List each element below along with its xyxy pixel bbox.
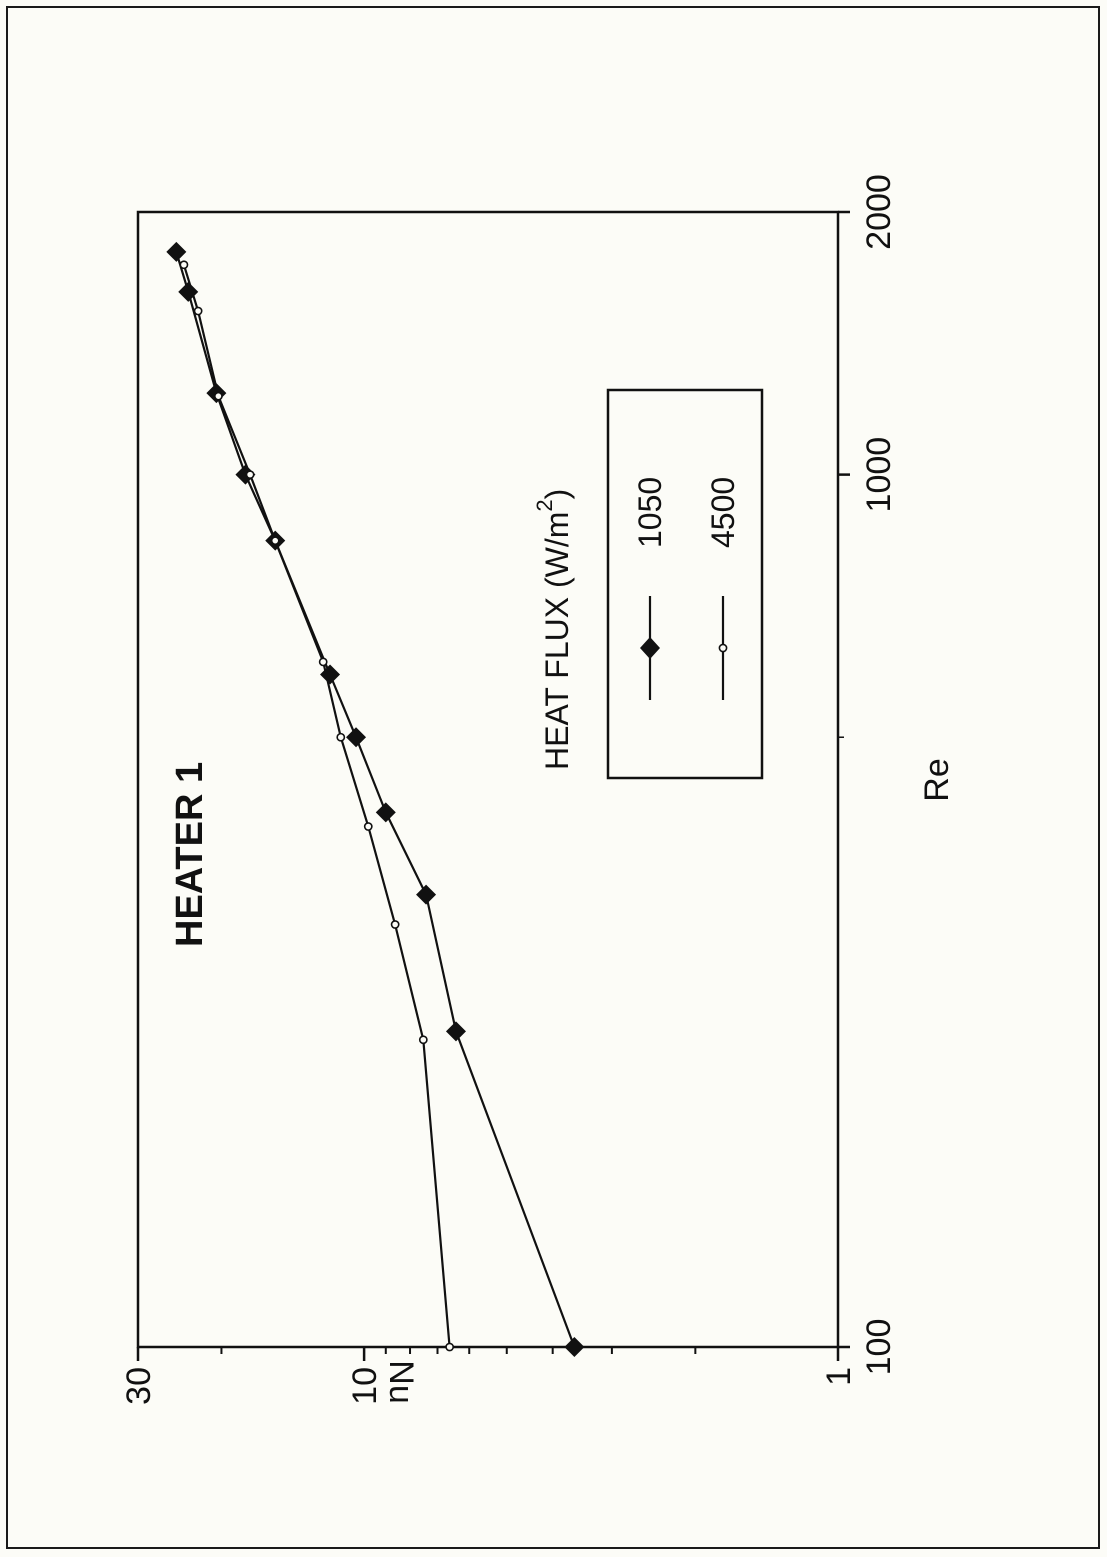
point-4500 [363, 822, 373, 831]
legend-entry-1050: 1050 [632, 477, 668, 548]
point-1050 [375, 802, 396, 823]
point-4500 [318, 657, 328, 667]
point-4500 [193, 306, 203, 316]
legend-entry-4500: 4500 [705, 477, 741, 548]
y-tick-label: 1 [820, 1367, 858, 1386]
point-4500 [390, 920, 400, 929]
page-frame [6, 6, 1100, 1549]
point-1050 [235, 464, 256, 485]
series-line-1050 [175, 251, 576, 1348]
point-4500 [270, 536, 280, 546]
point-1050 [346, 727, 367, 748]
legend-marker-1050 [640, 637, 660, 659]
plot-frame [136, 210, 840, 1349]
point-1050 [416, 884, 437, 905]
point-1050 [564, 1337, 585, 1357]
legend-title: HEAT FLUX (W/m2) [532, 489, 575, 770]
x-tick-label: 2000 [860, 174, 898, 250]
legend-box [606, 388, 764, 780]
point-1050 [445, 1021, 466, 1042]
point-4500 [336, 732, 346, 742]
point-1050 [320, 664, 341, 685]
y-tick-label: 10 [346, 1367, 384, 1405]
y-tick-label: 30 [120, 1367, 158, 1405]
x-tick-label: 1000 [860, 437, 898, 513]
point-4500 [418, 1035, 428, 1045]
x-axis-title: Re [918, 758, 956, 801]
point-4500 [213, 391, 223, 401]
legend-marker-4500 [718, 643, 728, 653]
point-4500 [179, 260, 189, 270]
x-tick-label: 100 [860, 1319, 898, 1376]
y-axis-title: Nu [382, 1360, 420, 1403]
chart-title: HEATER 1 [169, 762, 211, 947]
point-4500 [445, 1342, 455, 1352]
series-line-4500 [182, 264, 451, 1348]
point-4500 [245, 470, 255, 480]
point-1050 [166, 241, 187, 262]
point-1050 [178, 281, 199, 302]
